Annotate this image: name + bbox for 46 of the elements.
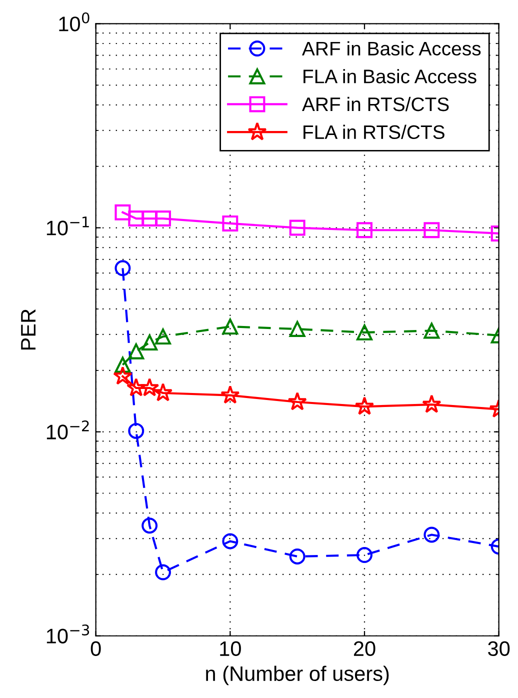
x-tick-label: 20 — [354, 641, 376, 656]
legend-label: FLA in Basic Access — [304, 69, 476, 84]
point — [354, 396, 374, 415]
point — [356, 324, 372, 340]
point — [422, 394, 442, 413]
point — [128, 343, 144, 360]
legend-label: ARF in Basic Access — [302, 41, 481, 56]
point — [142, 210, 158, 227]
point — [128, 210, 144, 227]
point — [153, 382, 173, 402]
point — [114, 356, 131, 373]
x-tick-label: 0 — [90, 641, 101, 656]
point — [222, 215, 238, 232]
point — [288, 392, 307, 410]
point — [424, 322, 440, 339]
x-tick-label: 30 — [488, 641, 510, 656]
point — [142, 518, 158, 534]
point — [155, 328, 171, 345]
point — [114, 260, 131, 276]
point — [424, 222, 440, 238]
point — [155, 564, 171, 580]
point — [128, 422, 144, 439]
y-tick-label: 10$^{−1}$ — [46, 216, 89, 236]
y-tick-label: 10$^{−2}$ — [46, 420, 89, 440]
point — [356, 547, 372, 564]
point — [289, 321, 306, 338]
y-tick-label: 10$^{0}$ — [59, 12, 90, 32]
point — [220, 385, 240, 404]
x-axis-title: n (Number of users) — [206, 666, 389, 686]
point — [356, 222, 372, 238]
point — [113, 366, 132, 385]
x-tick-label: 10 — [220, 641, 241, 656]
point — [289, 220, 306, 236]
point — [142, 334, 158, 350]
point — [222, 533, 238, 550]
point — [126, 378, 146, 396]
y-axis-title: PER — [21, 309, 36, 350]
point — [140, 378, 160, 396]
legend-label: FLA in RTS/CTS — [304, 124, 444, 140]
point — [155, 210, 171, 227]
y-tick-label: 10$^{−3}$ — [46, 624, 90, 644]
point — [424, 526, 440, 543]
legend-label: ARF in RTS/CTS — [302, 96, 449, 112]
point — [114, 204, 131, 220]
point — [222, 318, 238, 335]
point — [289, 548, 306, 564]
